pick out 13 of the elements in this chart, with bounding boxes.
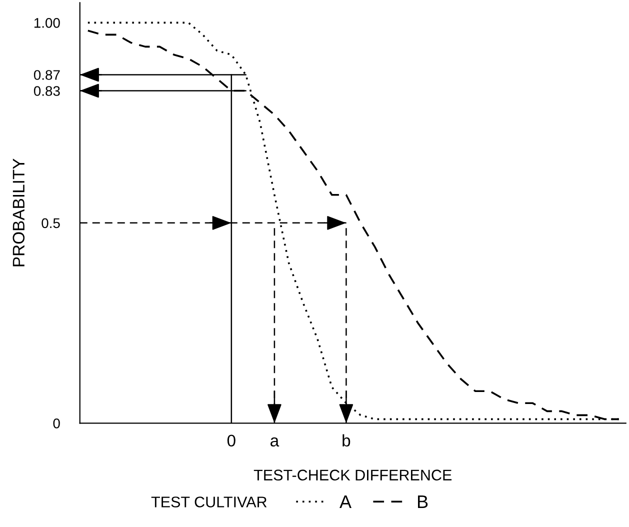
legend-label: B [418,496,428,508]
x-tick-label: b [342,434,350,447]
y-tick-label: 1.00 [34,18,60,28]
x-axis-title: TEST-CHECK DIFFERENCE [254,470,452,480]
x-tick-label: 0 [227,434,236,447]
y-axis-title: PROBABILITY [12,158,25,266]
y-tick-label: 0.5 [42,218,60,228]
legend-label: A [340,496,352,508]
x-tick-label: a [270,437,280,447]
legend-title: TEST CULTIVAR [151,496,267,508]
y-tick-label: 0.87 [34,70,60,80]
y-tick-label: 0.83 [34,86,60,96]
y-tick-label: 0 [53,418,60,428]
